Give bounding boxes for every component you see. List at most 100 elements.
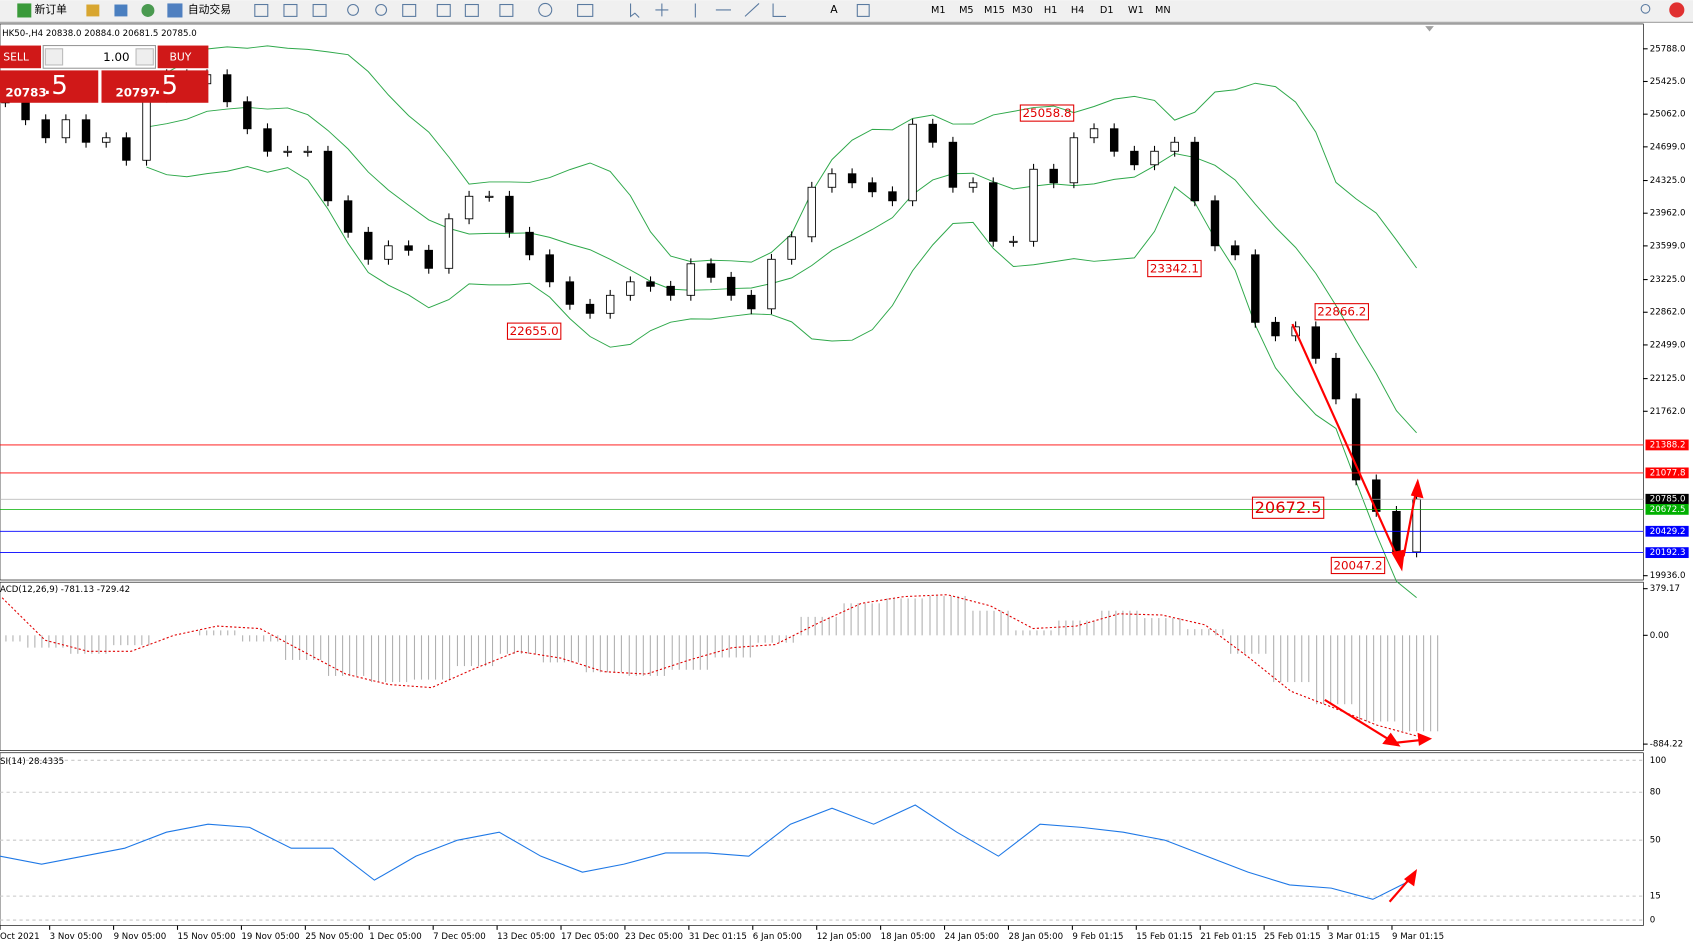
- icon[interactable]: [630, 3, 640, 18]
- timeframe-button[interactable]: M15: [984, 5, 1005, 16]
- bid-box[interactable]: [0, 70, 99, 103]
- candle: [1069, 137, 1079, 184]
- auto-trading[interactable]: 自动交易: [188, 3, 231, 16]
- candle: [283, 150, 292, 153]
- candle: [343, 200, 353, 233]
- text-tool[interactable]: A: [830, 3, 838, 16]
- icon[interactable]: [436, 3, 451, 17]
- candle: [122, 137, 131, 161]
- candle: [1150, 150, 1159, 166]
- lots-up[interactable]: [135, 48, 154, 66]
- time-label: 23 Dec 05:00: [625, 932, 683, 942]
- macd-signal: [1, 594, 1420, 738]
- ask-price[interactable]: 20797: [116, 86, 157, 100]
- candle: [646, 281, 655, 287]
- candle: [81, 119, 91, 143]
- arrow: [1402, 488, 1418, 557]
- icon[interactable]: [141, 3, 155, 17]
- bid-pips[interactable]: .5: [43, 71, 68, 101]
- candle: [243, 101, 252, 130]
- auto-trading-icon[interactable]: [167, 3, 183, 18]
- lots-down[interactable]: [44, 48, 64, 66]
- annotation: 22655.0: [510, 324, 559, 338]
- buy-label[interactable]: BUY: [170, 50, 192, 63]
- icon[interactable]: [254, 3, 269, 17]
- annotation: 20672.5: [1255, 498, 1322, 517]
- timeframe-button[interactable]: D1: [1100, 5, 1114, 16]
- y-tick-label: 23962.0: [1650, 209, 1686, 219]
- lots-value[interactable]: 1.00: [103, 50, 129, 64]
- time-label: Oct 2021: [0, 932, 40, 942]
- candle: [424, 249, 433, 269]
- candle: [888, 191, 897, 202]
- y-tick-label: 100: [1650, 756, 1666, 766]
- annotation-box: [1019, 104, 1075, 122]
- price-level-label: 21388.2: [1650, 440, 1686, 450]
- candle: [525, 231, 534, 256]
- shift-marker: [1425, 26, 1434, 32]
- candle: [1009, 240, 1018, 243]
- timeframe-button[interactable]: M1: [931, 5, 946, 16]
- search-icon[interactable]: [1640, 3, 1651, 14]
- rsi-line: [0, 804, 1415, 900]
- candle: [807, 186, 817, 238]
- new-order[interactable]: 新订单: [35, 3, 68, 16]
- time-label: 12 Jan 05:00: [817, 932, 872, 942]
- icon[interactable]: [312, 3, 327, 17]
- arrowhead: [1417, 732, 1433, 746]
- timeframe-button[interactable]: H1: [1044, 5, 1057, 16]
- price-level-label: 20429.2: [1650, 527, 1686, 537]
- candle: [565, 281, 575, 305]
- icon[interactable]: [856, 3, 870, 17]
- icon[interactable]: [402, 3, 417, 17]
- icon[interactable]: [464, 3, 479, 17]
- bollinger-band: [146, 45, 1417, 269]
- candle: [989, 182, 998, 242]
- macd-label: ACD(12,26,9) -781.13 -729.42: [0, 585, 130, 595]
- icon[interactable]: [499, 3, 514, 17]
- new-order-icon[interactable]: [17, 3, 32, 18]
- ask-pips[interactable]: .5: [153, 71, 178, 101]
- icon[interactable]: [694, 3, 787, 18]
- time-label: 25 Nov 05:00: [305, 932, 363, 942]
- candle: [1311, 326, 1321, 359]
- price-level-tag: [1645, 547, 1689, 559]
- rsi-pane: [0, 752, 1644, 926]
- icon[interactable]: [375, 3, 388, 16]
- timeframe-button[interactable]: W1: [1128, 5, 1144, 16]
- candle: [1210, 200, 1220, 247]
- drawn-arrows: [1291, 323, 1433, 903]
- icon[interactable]: [86, 4, 100, 17]
- candle: [787, 236, 796, 260]
- arrow: [1291, 323, 1401, 563]
- buy-button[interactable]: [157, 45, 209, 69]
- notification[interactable]: [1669, 2, 1685, 18]
- symbol-info: HK50-,H4 20838.0 20884.0 20681.5 20785.0: [2, 29, 197, 39]
- icon[interactable]: [538, 2, 553, 17]
- sell-label[interactable]: SELL: [3, 50, 29, 63]
- timeframe-button[interactable]: M30: [1012, 5, 1033, 16]
- arrowhead: [1403, 868, 1418, 887]
- y-tick-label: 19936.0: [1650, 571, 1686, 581]
- time-label: 25 Feb 01:15: [1264, 932, 1321, 942]
- y-tick-label: 21762.0: [1650, 407, 1686, 417]
- time-label: 19 Nov 05:00: [241, 932, 299, 942]
- timeframe-button[interactable]: M5: [959, 5, 974, 16]
- arrow: [1324, 698, 1394, 743]
- candle: [686, 263, 696, 296]
- sell-button[interactable]: [0, 45, 42, 69]
- timeframe-button[interactable]: H4: [1071, 5, 1084, 16]
- lots-input[interactable]: [42, 45, 157, 69]
- annotation: 23342.1: [1150, 262, 1199, 276]
- time-label: 17 Dec 05:00: [561, 932, 619, 942]
- icon[interactable]: [283, 3, 298, 17]
- icon[interactable]: [347, 3, 360, 16]
- timeframe-button[interactable]: MN: [1155, 5, 1171, 16]
- price-level-tag: [1645, 503, 1689, 515]
- ask-box[interactable]: [101, 70, 209, 103]
- icon[interactable]: [114, 4, 128, 17]
- candle: [1109, 128, 1119, 152]
- icon[interactable]: [655, 3, 669, 17]
- bid-price[interactable]: 20783: [5, 86, 46, 100]
- icon[interactable]: [577, 3, 594, 17]
